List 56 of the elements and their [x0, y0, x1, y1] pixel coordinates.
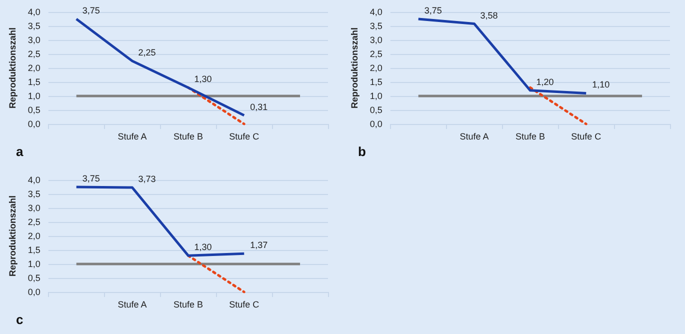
- y-axis-title: Reproduktionszahl: [8, 195, 18, 277]
- y-tick-label: 0,5: [370, 105, 382, 115]
- line-series: [75, 18, 246, 117]
- x-tick-label: Stufe B: [173, 132, 203, 142]
- data-label: 1,10: [592, 80, 610, 90]
- y-tick-label: 2,0: [28, 63, 40, 73]
- data-label: 1,37: [250, 240, 268, 250]
- text: b: [358, 144, 366, 159]
- y-tick-label: 1,5: [370, 77, 382, 87]
- y-tick-label: 1,5: [28, 77, 40, 87]
- y-tick-label: 4,0: [28, 7, 40, 17]
- x-tick-label: Stufe A: [118, 132, 147, 142]
- y-tick-label: 0,5: [28, 273, 40, 283]
- y-axis-title: Reproduktionszahl: [350, 27, 360, 109]
- y-tick-label: 2,5: [370, 49, 382, 59]
- y-tick-label: 0,0: [28, 287, 40, 297]
- y-tick-label: 3,0: [370, 35, 382, 45]
- x-tick-label: Stufe A: [460, 132, 489, 142]
- y-tick-label: 1,0: [28, 259, 40, 269]
- data-label: 3,75: [424, 6, 442, 16]
- x-tick-label: Stufe B: [173, 300, 203, 310]
- y-tick-label: 4,0: [28, 175, 40, 185]
- x-tick-label: Stufe B: [515, 132, 545, 142]
- data-label: 3,58: [480, 10, 498, 20]
- y-tick-label: 1,5: [28, 245, 40, 255]
- data-label: 1,20: [536, 76, 554, 87]
- y-tick-label: 3,5: [28, 189, 40, 199]
- x-tick-label: Stufe A: [118, 300, 147, 310]
- y-tick-label: 2,5: [28, 49, 40, 59]
- text: a: [16, 144, 24, 159]
- y-tick-label: 0,0: [370, 119, 382, 129]
- data-label: 3,73: [138, 174, 156, 184]
- data-label: 1,30: [194, 74, 212, 84]
- y-tick-label: 0,0: [28, 119, 40, 129]
- y-tick-label: 3,5: [370, 21, 382, 31]
- y-tick-label: 2,5: [28, 217, 40, 227]
- text: c: [16, 312, 24, 327]
- x-tick-label: Stufe C: [571, 132, 602, 142]
- line-series: [75, 186, 246, 257]
- x-tick-label: Stufe C: [229, 300, 260, 310]
- y-tick-label: 0,5: [28, 105, 40, 115]
- y-tick-label: 4,0: [370, 7, 382, 17]
- data-label: 3,75: [82, 6, 100, 16]
- data-label: 2,25: [138, 48, 156, 58]
- y-tick-label: 1,0: [370, 91, 382, 101]
- x-tick-label: Stufe C: [229, 132, 260, 142]
- data-label: 3,75: [82, 174, 100, 184]
- y-tick-label: 2,0: [28, 231, 40, 241]
- y-tick-label: 3,5: [28, 21, 40, 31]
- y-axis-title: Reproduktionszahl: [8, 27, 18, 109]
- data-label: 1,30: [194, 242, 212, 252]
- y-tick-label: 2,0: [370, 63, 382, 73]
- y-tick-label: 3,0: [28, 35, 40, 45]
- y-tick-label: 3,0: [28, 203, 40, 213]
- data-label: 0,31: [250, 102, 268, 112]
- y-tick-label: 1,0: [28, 91, 40, 101]
